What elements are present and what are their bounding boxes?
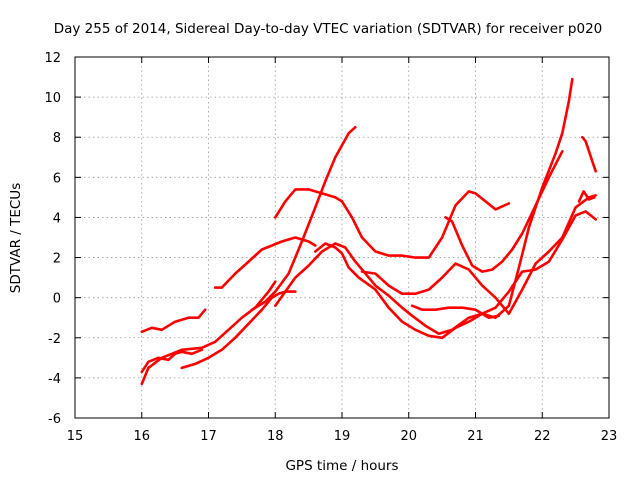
chart-title: Day 255 of 2014, Sidereal Day-to-day VTE… [54,21,603,37]
data-series-9 [313,210,598,340]
data-series-6 [250,125,357,312]
axis-ticks: 15 16 17 18 19 20 21 22 23 -6 -4 -2 0 2 4 6 8 10 12 [44,51,617,444]
y-tick-label: -4 [48,372,61,387]
x-tick-label: 20 [400,429,417,444]
x-tick-label: 19 [334,429,351,444]
data-series-7 [273,77,574,336]
x-axis-label: GPS time / hours [285,458,398,474]
data-series-11 [410,304,501,320]
x-tick-label: 23 [601,429,618,444]
x-tick-label: 17 [200,429,217,444]
y-tick-label: 4 [53,211,61,226]
data-series-3 [140,348,204,374]
grid-lines [75,57,609,418]
data-series-1 [140,308,207,334]
y-tick-label: 2 [53,252,61,267]
data-series-2 [140,280,277,386]
y-tick-label: 8 [53,131,61,146]
y-tick-label: -6 [48,412,61,427]
y-tick-label: 6 [53,171,61,186]
x-tick-label: 18 [267,429,284,444]
data-series-4 [180,290,297,370]
data-series-8 [273,188,511,259]
y-tick-label: 10 [44,91,61,106]
x-tick-label: 22 [534,429,551,444]
y-tick-label: 12 [44,51,61,66]
series-layer [140,77,598,386]
x-tick-label: 21 [467,429,484,444]
y-tick-label: 0 [53,292,61,307]
x-tick-label: 16 [133,429,150,444]
y-axis-label: SDTVAR / TECUs [8,183,24,293]
data-series-14 [577,190,596,203]
x-tick-label: 15 [67,429,84,444]
data-series-13 [580,135,598,173]
y-tick-label: -2 [48,332,61,347]
data-series-12 [444,150,564,273]
data-series-10 [360,194,598,316]
